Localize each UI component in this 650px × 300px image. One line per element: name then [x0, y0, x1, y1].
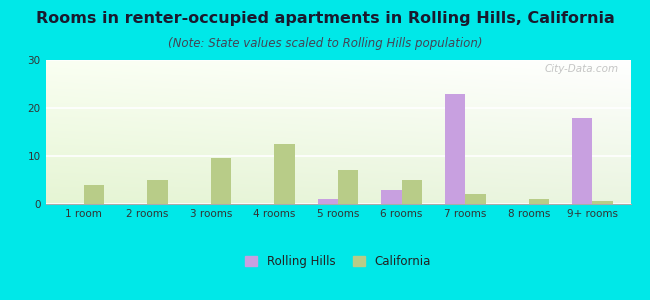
Bar: [148, 180, 168, 204]
Bar: [402, 180, 422, 204]
Bar: [211, 158, 231, 204]
Bar: [84, 185, 104, 204]
Text: City-Data.com: City-Data.com: [545, 64, 619, 74]
Text: (Note: State values scaled to Rolling Hills population): (Note: State values scaled to Rolling Hi…: [168, 38, 482, 50]
Bar: [318, 199, 338, 204]
Bar: [274, 144, 294, 204]
Bar: [382, 190, 402, 204]
Bar: [338, 170, 358, 204]
Bar: [592, 201, 613, 204]
Bar: [528, 199, 549, 204]
Legend: Rolling Hills, California: Rolling Hills, California: [240, 250, 436, 273]
Text: Rooms in renter-occupied apartments in Rolling Hills, California: Rooms in renter-occupied apartments in R…: [36, 11, 614, 26]
Bar: [572, 118, 592, 204]
Bar: [465, 194, 486, 204]
Bar: [445, 94, 465, 204]
